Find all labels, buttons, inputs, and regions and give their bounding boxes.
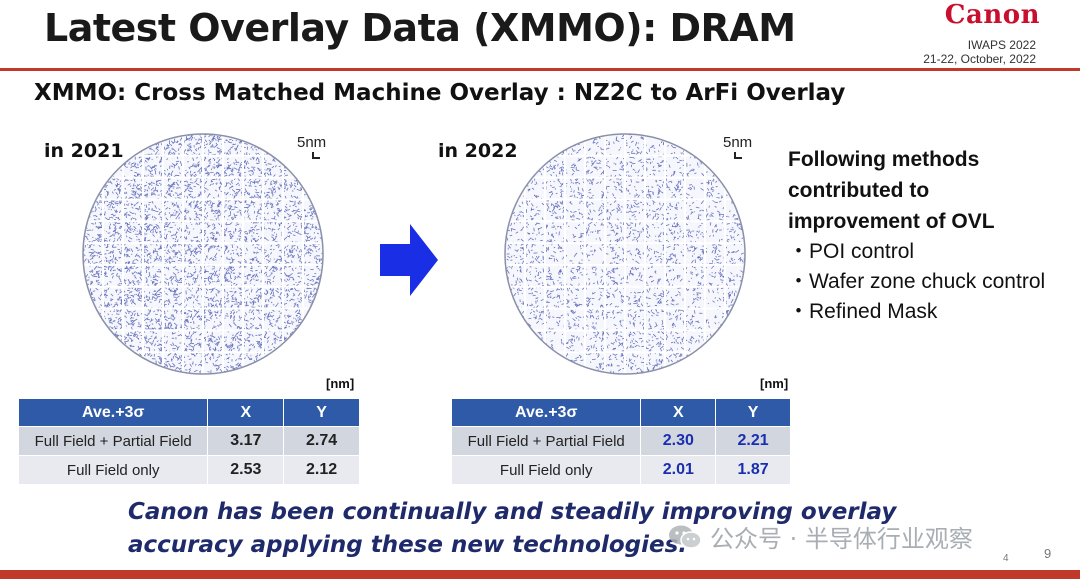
scale-bar-right-icon (734, 152, 742, 159)
table-row: Full Field only 2.01 1.87 (450, 455, 791, 485)
row-label: Full Field + Partial Field (450, 426, 642, 456)
table-header: Y (715, 398, 791, 427)
unit-label-right: [nm] (760, 376, 789, 391)
x-value: 2.01 (640, 455, 717, 485)
x-value: 3.17 (207, 426, 285, 456)
y-value: 2.74 (283, 426, 360, 456)
row-label: Full Field only (450, 455, 642, 485)
table-header: X (207, 398, 285, 427)
methods-heading-line-3: improvement of OVL (788, 210, 995, 233)
y-value: 2.21 (715, 426, 791, 456)
table-header-row: Ave.+3σ X Y (17, 398, 360, 427)
page-number: 9 (1044, 546, 1052, 561)
scale-label-left: 5nm (297, 134, 327, 151)
overlay-table-2021: Ave.+3σ X Y Full Field + Partial Field 3… (17, 398, 360, 485)
table-header: Ave.+3σ (450, 398, 642, 427)
table-row: Full Field + Partial Field 3.17 2.74 (17, 426, 360, 456)
header-divider (0, 68, 1080, 71)
page-number-small: 4 (1003, 553, 1009, 564)
slide-subtitle: XMMO: Cross Matched Machine Overlay : NZ… (34, 80, 846, 106)
wafer-map-2021-icon (82, 133, 324, 375)
method-item: ・Wafer zone chuck control (788, 270, 1046, 293)
watermark-text: 公众号 · 半导体行业观察 (710, 525, 973, 553)
slide-title: Latest Overlay Data (XMMO): DRAM (44, 6, 796, 50)
method-item: ・POI control (788, 240, 915, 263)
conclusion-text: Canon has been continually and steadily … (128, 496, 896, 562)
wafer-map-2022-icon (504, 133, 746, 375)
method-item: ・Refined Mask (788, 300, 938, 323)
methods-list: Following methods contributed to improve… (788, 144, 1045, 327)
y-value: 2.12 (283, 455, 360, 485)
unit-label-left: [nm] (326, 376, 355, 391)
conference-name: IWAPS 2022 (967, 38, 1036, 52)
table-row: Full Field only 2.53 2.12 (17, 455, 360, 485)
table-header: Ave.+3σ (17, 398, 209, 427)
year-label-2021: in 2021 (44, 140, 124, 162)
row-label: Full Field + Partial Field (17, 426, 209, 456)
row-label: Full Field only (17, 455, 209, 485)
table-header-row: Ave.+3σ X Y (450, 398, 791, 427)
methods-heading-line-1: Following methods (788, 148, 980, 171)
footer-divider (0, 570, 1080, 579)
right-arrow-icon (380, 224, 438, 296)
table-header: X (640, 398, 717, 427)
year-label-2022: in 2022 (438, 140, 518, 162)
wechat-icon (669, 525, 702, 549)
x-value: 2.53 (207, 455, 285, 485)
conclusion-line-1: Canon has been continually and steadily … (128, 499, 897, 525)
scale-label-right: 5nm (723, 134, 753, 151)
y-value: 1.87 (715, 455, 791, 485)
table-header: Y (283, 398, 360, 427)
conclusion-line-2: accuracy applying these new technologies… (128, 532, 688, 558)
conference-date: 21-22, October, 2022 (923, 52, 1036, 66)
watermark: 公众号 · 半导体行业观察 (668, 519, 973, 554)
x-value: 2.30 (640, 426, 717, 456)
methods-heading-line-2: contributed to (788, 179, 930, 202)
overlay-table-2022: Ave.+3σ X Y Full Field + Partial Field 2… (450, 398, 791, 485)
table-row: Full Field + Partial Field 2.30 2.21 (450, 426, 791, 456)
scale-bar-left-icon (312, 152, 320, 159)
conference-info: IWAPS 2022 21-22, October, 2022 (923, 38, 1036, 66)
canon-logo: Canon (944, 0, 1040, 30)
